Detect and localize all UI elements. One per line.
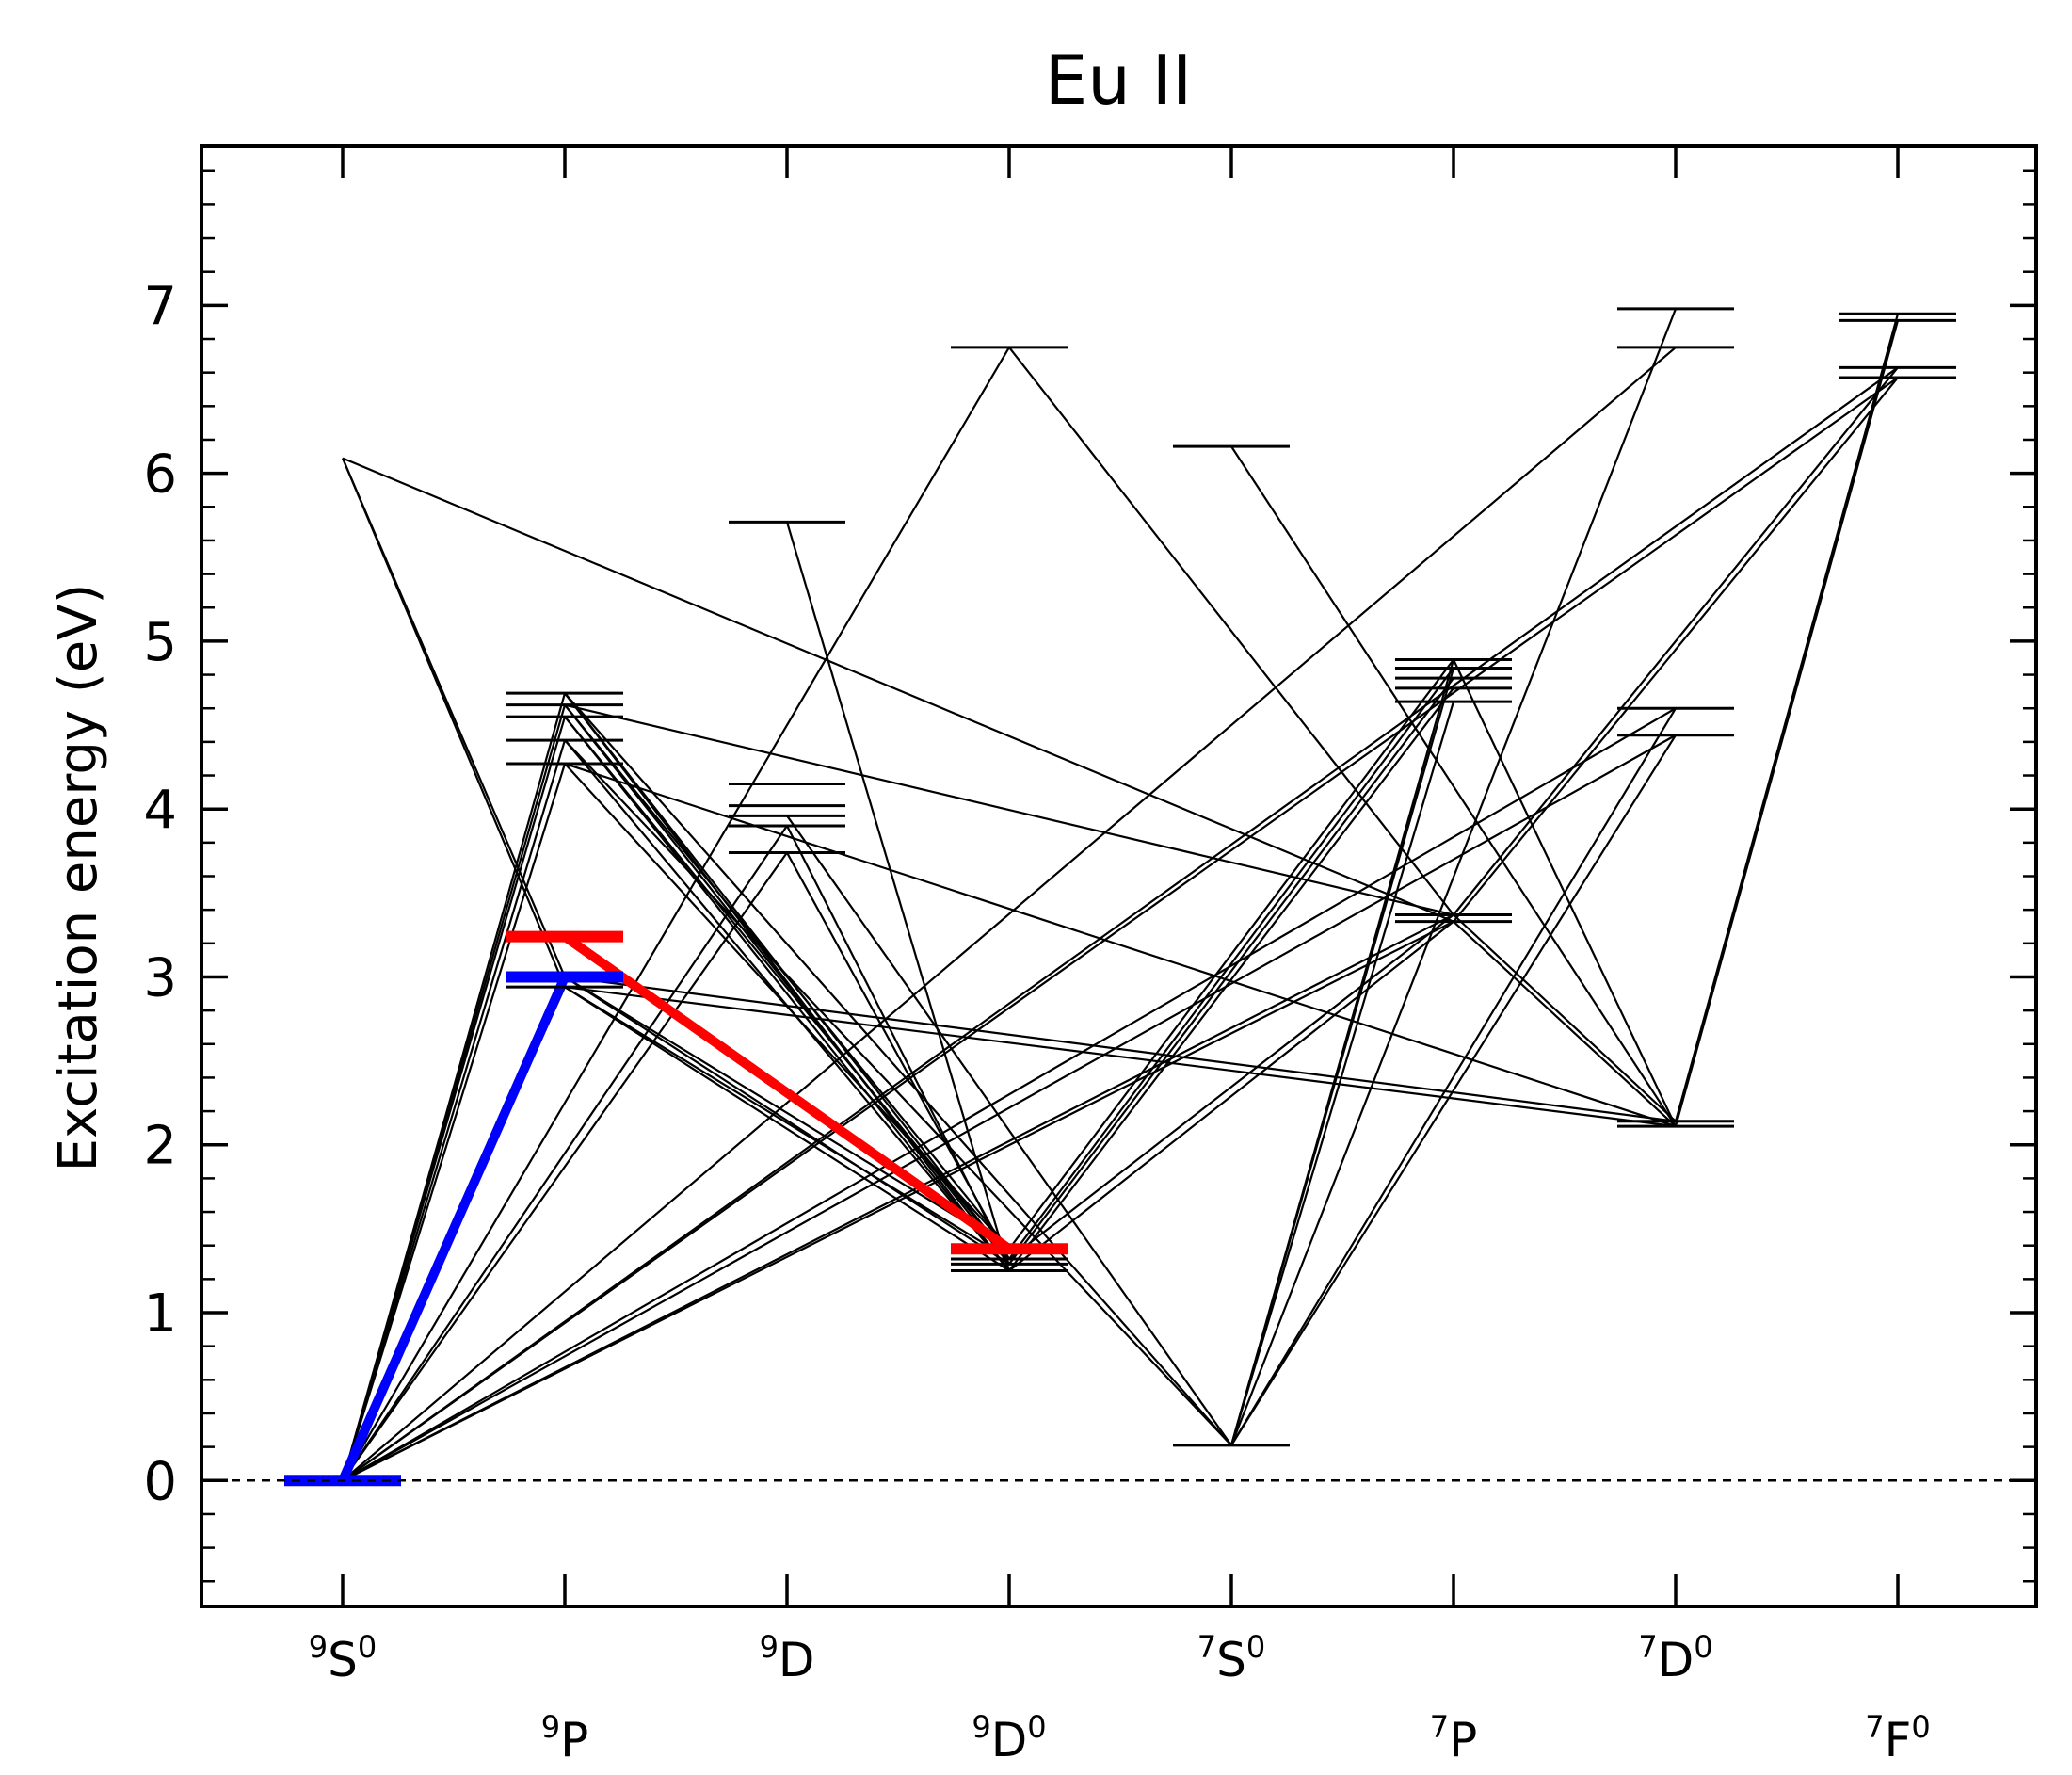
label-post-superscript: 0 — [358, 1629, 377, 1665]
label-pre-superscript: 7 — [1430, 1709, 1449, 1745]
transition-line — [342, 913, 1454, 1482]
x-category-label: 9S0 — [309, 1629, 377, 1687]
label-term-letter: P — [1449, 1713, 1477, 1767]
transition-line — [342, 377, 1899, 1482]
x-category-label: 7F0 — [1865, 1709, 1930, 1767]
x-category-label: 9D — [760, 1629, 815, 1687]
transition-line — [341, 739, 567, 1481]
transition-line — [1229, 308, 1678, 1446]
transition-line — [342, 734, 1677, 1482]
x-category-label: 7P — [1430, 1709, 1478, 1767]
x-category-label: 9D0 — [972, 1709, 1046, 1767]
transition-line — [341, 692, 567, 1481]
transition-line — [1453, 913, 1677, 1122]
label-pre-superscript: 9 — [309, 1629, 328, 1665]
transition-line — [1453, 366, 1899, 916]
transition-line — [564, 986, 1010, 1260]
transition-line — [342, 457, 1454, 923]
label-post-superscript: 0 — [1911, 1709, 1930, 1745]
y-axis-label: Excitation energy (eV) — [48, 584, 109, 1172]
highlight-transition-line — [562, 932, 1012, 1253]
label-term-letter: P — [560, 1713, 588, 1767]
y-tick-label: 5 — [143, 612, 177, 673]
label-pre-superscript: 7 — [1197, 1629, 1216, 1665]
plot-frame — [200, 144, 2038, 1608]
transition-line — [564, 976, 1010, 1266]
transition-line — [1008, 658, 1454, 1250]
x-category-label: 7S0 — [1197, 1629, 1265, 1687]
energy-levels — [284, 307, 1956, 1487]
transition-line — [342, 825, 788, 1481]
label-term-letter: S — [328, 1633, 358, 1687]
transition-line — [1453, 920, 1677, 1127]
transition-line — [564, 986, 1677, 1128]
label-pre-superscript: 7 — [1638, 1629, 1657, 1665]
transition-line — [1453, 659, 1677, 1127]
y-tick-label: 0 — [143, 1451, 177, 1512]
transition-line — [785, 522, 1011, 1271]
transition-line — [564, 976, 1010, 1251]
transition-line — [1230, 734, 1677, 1446]
transition-line — [564, 739, 1232, 1446]
transition-line — [342, 707, 1677, 1482]
transition-line — [341, 458, 567, 977]
transition-line — [1008, 347, 1454, 916]
transition-line — [1008, 920, 1454, 1272]
transition-line — [564, 692, 1010, 1272]
transition-line — [564, 703, 1454, 916]
label-term-letter: S — [1216, 1633, 1246, 1687]
transition-line — [1453, 377, 1899, 923]
x-category-label: 9P — [541, 1709, 589, 1767]
transition-line — [1229, 668, 1455, 1446]
highlight-transition-line — [338, 975, 570, 1483]
transition-lines — [341, 308, 1900, 1482]
label-post-superscript: 0 — [1027, 1709, 1046, 1745]
y-tick-label: 1 — [143, 1283, 177, 1345]
y-tick-label: 4 — [143, 780, 177, 841]
transition-line — [564, 986, 1010, 1272]
label-post-superscript: 0 — [1246, 1629, 1265, 1665]
axis-ticks — [201, 146, 2036, 1606]
transition-line — [1008, 913, 1454, 1260]
label-term-letter: D — [991, 1713, 1028, 1767]
x-category-label: 7D0 — [1638, 1629, 1712, 1687]
transition-line — [1008, 677, 1454, 1265]
transition-line — [1230, 707, 1677, 1446]
transition-line — [1229, 701, 1455, 1446]
transition-line — [342, 366, 1899, 1482]
label-term-letter: D — [779, 1633, 815, 1687]
transition-line — [342, 347, 1677, 1482]
label-pre-superscript: 7 — [1865, 1709, 1884, 1745]
transition-line — [1008, 667, 1454, 1260]
transition-line — [1674, 313, 1900, 1122]
transition-line — [342, 851, 788, 1481]
transition-line — [564, 976, 1677, 1122]
label-pre-superscript: 9 — [760, 1629, 779, 1665]
transition-line — [1008, 687, 1454, 1272]
label-term-letter: D — [1658, 1633, 1695, 1687]
transition-line — [786, 852, 1010, 1260]
transition-line — [564, 703, 1010, 1266]
y-tick-label: 6 — [143, 444, 177, 506]
transition-line — [341, 763, 567, 1481]
highlighted-transitions — [338, 932, 1012, 1483]
label-post-superscript: 0 — [1694, 1629, 1712, 1665]
transition-line — [342, 347, 1010, 1481]
transition-line — [564, 716, 1010, 1272]
transition-line — [786, 815, 1232, 1446]
y-tick-label: 3 — [143, 947, 177, 1009]
y-tick-label: 2 — [143, 1116, 177, 1177]
transition-line — [1230, 445, 1677, 1127]
y-tick-label: 7 — [143, 276, 177, 337]
chart-title: Eu II — [1045, 40, 1192, 120]
transition-line — [1674, 320, 1900, 1127]
label-pre-superscript: 9 — [541, 1709, 560, 1745]
transition-line — [564, 692, 1232, 1446]
transition-line — [564, 763, 1677, 1128]
label-pre-superscript: 9 — [972, 1709, 990, 1745]
label-term-letter: F — [1885, 1713, 1912, 1767]
